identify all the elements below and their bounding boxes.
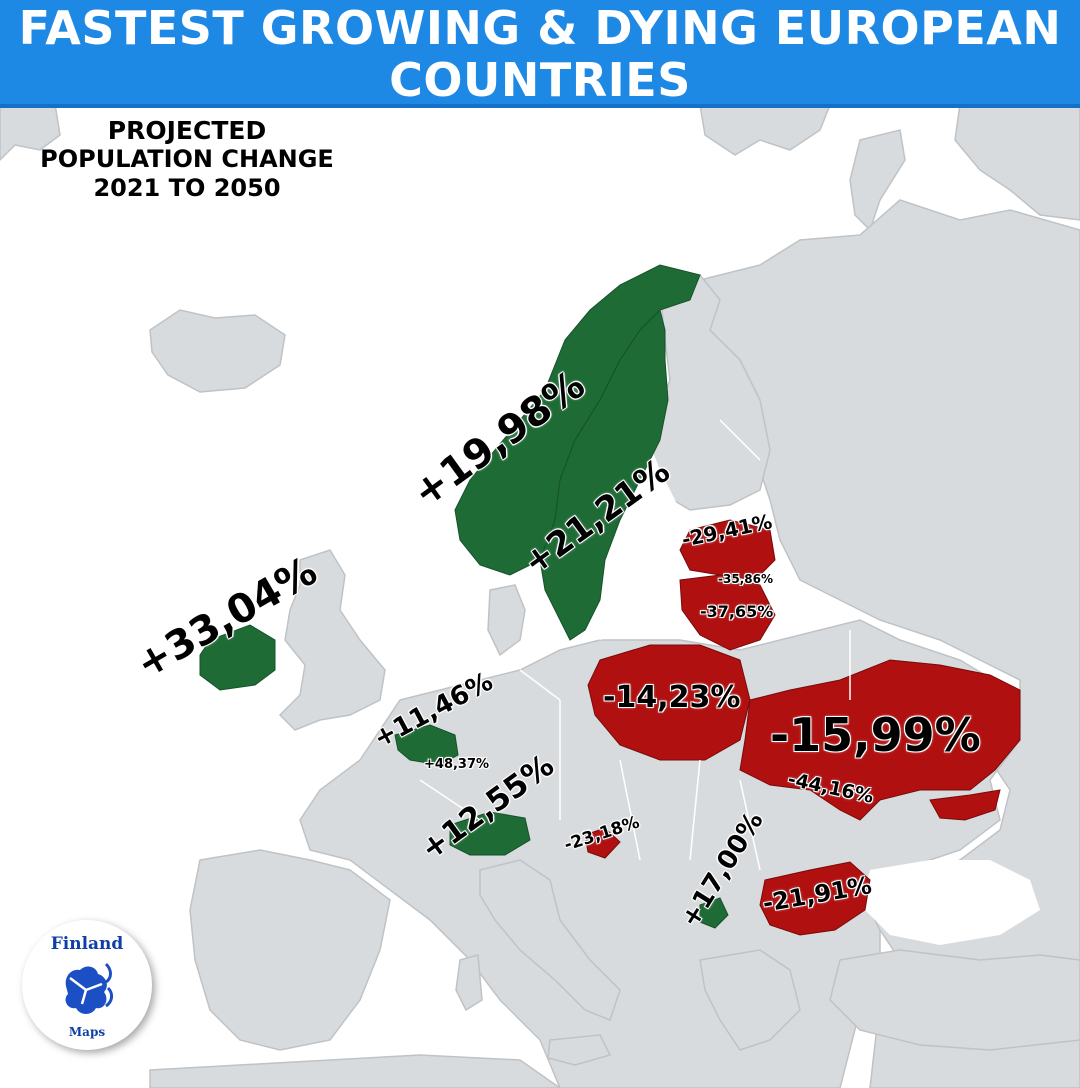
title-line-2: COUNTRIES [389,53,691,107]
country-montenegro [699,897,729,929]
land-sicily [547,1034,612,1066]
title-bar: FASTEST GROWING & DYING EUROPEAN COUNTRI… [0,0,1080,108]
land-novaya-zemlya [849,129,906,232]
land-africa [149,1054,562,1088]
label-estonia: -35,86% [718,572,773,586]
country-crimea [929,789,1001,821]
country-switzerland [449,811,531,856]
label-lithuania: -37,65% [700,602,774,621]
country-sweden [539,309,669,641]
finland-maps-badge: Finland Maps [22,920,152,1050]
land-great-britain [278,549,386,731]
lion-coat-of-arms-icon [65,962,114,1014]
land-anatolia [829,949,1080,1051]
sea-black [860,860,1040,945]
land-italy [479,859,621,1021]
label-ukraine: -15,99% [770,708,981,762]
land-svalbard [699,104,832,156]
country-belgium [394,724,459,766]
country-latvia-estonia [679,519,776,581]
subtitle-line-3: 2021 TO 2050 [93,174,281,202]
land-greece [699,949,801,1051]
land-arctic-east [954,103,1080,221]
country-lithuania [679,574,776,651]
badge-bottom-text: Maps [68,1025,106,1039]
land-iceland [149,309,286,393]
country-ireland [199,624,276,691]
label-poland: -14,23% [603,680,741,715]
land-sardinia [455,954,483,1012]
subtitle-line-1: PROJECTED [107,116,267,145]
subtitle-line-2: POPULATION CHANGE [40,145,334,173]
land-denmark [487,584,526,657]
country-ukraine [739,659,1021,821]
country-croatia [584,827,621,859]
country-poland [587,644,751,761]
title-line-1: FASTEST GROWING & DYING EUROPEAN [18,1,1062,55]
land-iberia [189,849,391,1051]
subtitle: PROJECTED POPULATION CHANGE 2021 TO 2050 [22,116,352,203]
country-bulgaria [759,861,871,936]
border-lines [419,419,851,871]
label-luxembourg: +48,37% [424,757,490,772]
badge-top-text: Finland [50,934,124,954]
